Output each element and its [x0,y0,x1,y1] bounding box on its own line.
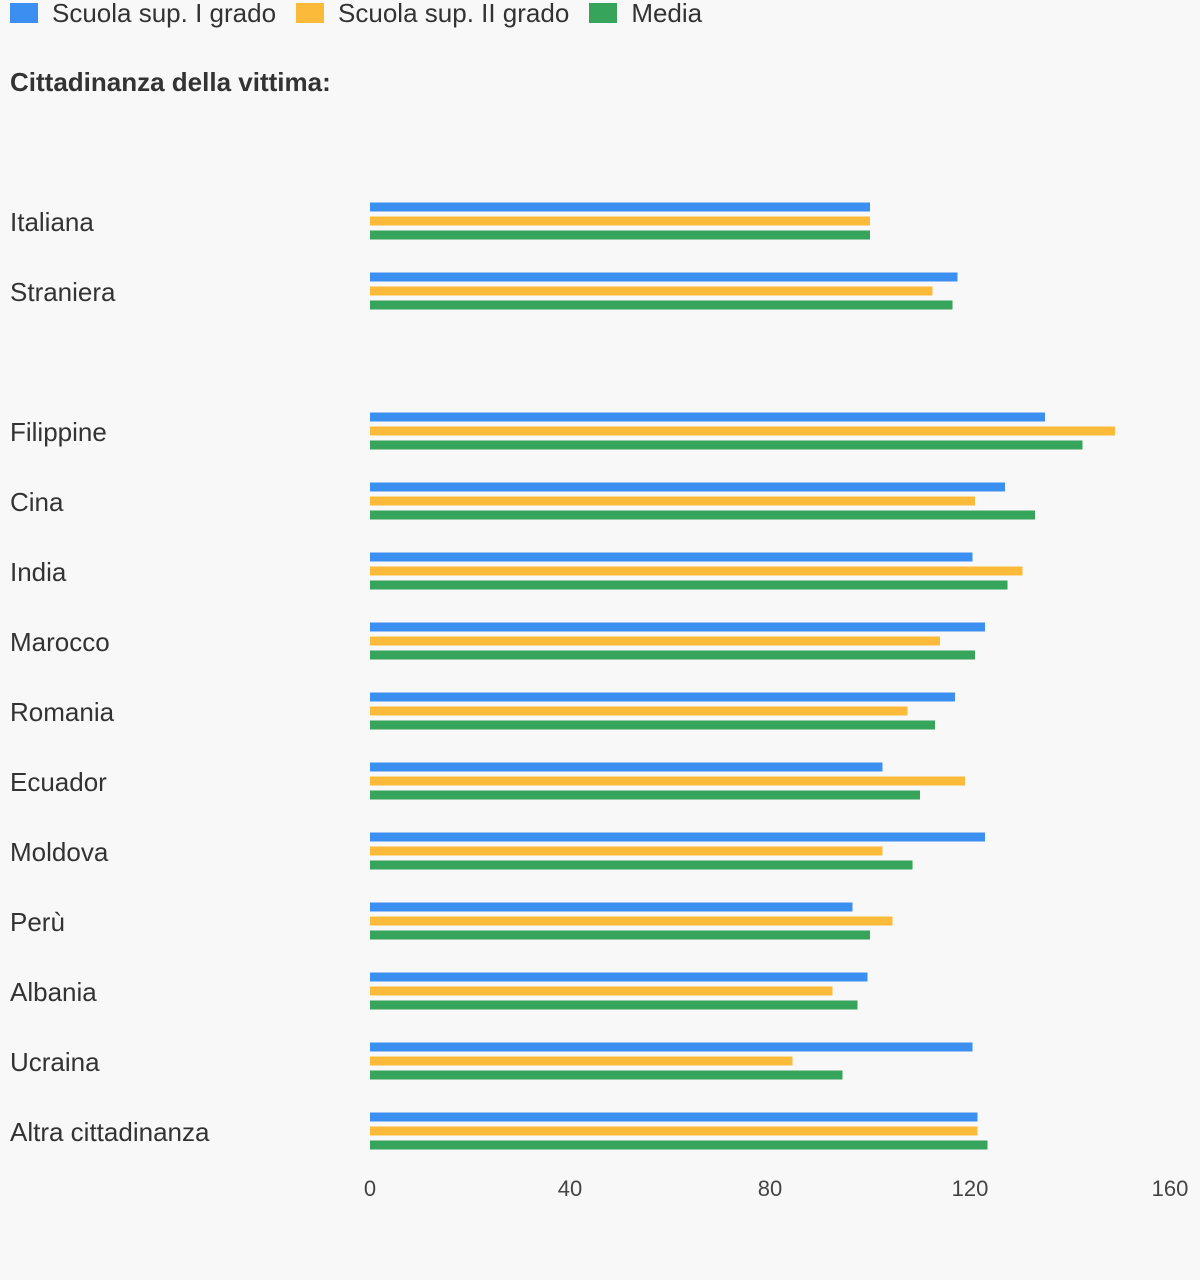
bar-scuola-sup-ii-grado-11 [370,1056,793,1066]
bar-scuola-sup-ii-grado-12 [370,1126,978,1136]
bar-scuola-sup-i-grado-11 [370,1042,973,1052]
bar-scuola-sup-ii-grado-6 [370,706,908,716]
bar-media-6 [370,720,935,730]
category-label: India [10,557,67,587]
category-label: Filippine [10,417,107,447]
category-label: Ecuador [10,767,107,797]
bar-scuola-sup-i-grado-5 [370,622,985,632]
bar-scuola-sup-i-grado-8 [370,832,985,842]
bar-scuola-sup-i-grado-12 [370,1112,978,1122]
chart-legend: Scuola sup. I grado Scuola sup. II grado M… [10,0,722,26]
bar-media-7 [370,790,920,800]
bar-scuola-sup-ii-grado-7 [370,776,965,786]
bar-media-1 [370,300,953,310]
bar-scuola-sup-ii-grado-3 [370,496,975,506]
bar-media-8 [370,860,913,870]
legend-label: Scuola sup. II grado [338,0,570,28]
category-label: Ucraina [10,1047,100,1077]
bar-media-3 [370,510,1035,520]
legend-label: Media [631,0,703,28]
legend-item: Scuola sup. I grado [10,0,276,26]
bar-scuola-sup-ii-grado-9 [370,916,893,926]
legend-item: Media [589,0,702,26]
bar-scuola-sup-ii-grado-10 [370,986,833,996]
bar-scuola-sup-ii-grado-0 [370,216,870,226]
chart-title: Cittadinanza della vittima: [10,67,331,97]
bar-media-11 [370,1070,843,1080]
bar-media-10 [370,1000,858,1010]
x-tick-label: 80 [758,1176,782,1201]
x-tick-label: 120 [952,1176,989,1201]
x-tick-label: 0 [364,1176,376,1201]
bar-media-0 [370,230,870,240]
category-label: Perù [10,907,65,937]
legend-swatch [589,3,618,23]
bar-scuola-sup-i-grado-3 [370,482,1005,492]
category-label: Romania [10,697,115,727]
bar-scuola-sup-i-grado-6 [370,692,955,702]
bar-media-5 [370,650,975,660]
category-label: Altra cittadinanza [10,1117,210,1147]
category-label: Italiana [10,207,94,237]
x-tick-label: 160 [1152,1176,1189,1201]
category-label: Cina [10,487,64,517]
bar-scuola-sup-ii-grado-5 [370,636,940,646]
x-tick-label: 40 [558,1176,582,1201]
category-label: Marocco [10,627,110,657]
legend-label: Scuola sup. I grado [52,0,277,28]
bar-media-12 [370,1140,988,1150]
bar-scuola-sup-i-grado-10 [370,972,868,982]
bar-scuola-sup-ii-grado-8 [370,846,883,856]
bar-scuola-sup-ii-grado-4 [370,566,1023,576]
bar-scuola-sup-i-grado-0 [370,202,870,212]
bar-scuola-sup-ii-grado-1 [370,286,933,296]
category-label: Straniera [10,277,116,307]
category-label: Albania [10,977,97,1007]
category-label: Moldova [10,837,109,867]
bar-scuola-sup-i-grado-2 [370,412,1045,422]
legend-item: Scuola sup. II grado [296,0,569,26]
legend-swatch [10,3,38,23]
bar-scuola-sup-i-grado-9 [370,902,853,912]
bar-media-4 [370,580,1008,590]
bar-scuola-sup-ii-grado-2 [370,426,1115,436]
bar-media-2 [370,440,1083,450]
legend-swatch [296,3,325,23]
bar-scuola-sup-i-grado-7 [370,762,883,772]
bar-scuola-sup-i-grado-4 [370,552,973,562]
bar-media-9 [370,930,870,940]
bar-scuola-sup-i-grado-1 [370,272,958,282]
